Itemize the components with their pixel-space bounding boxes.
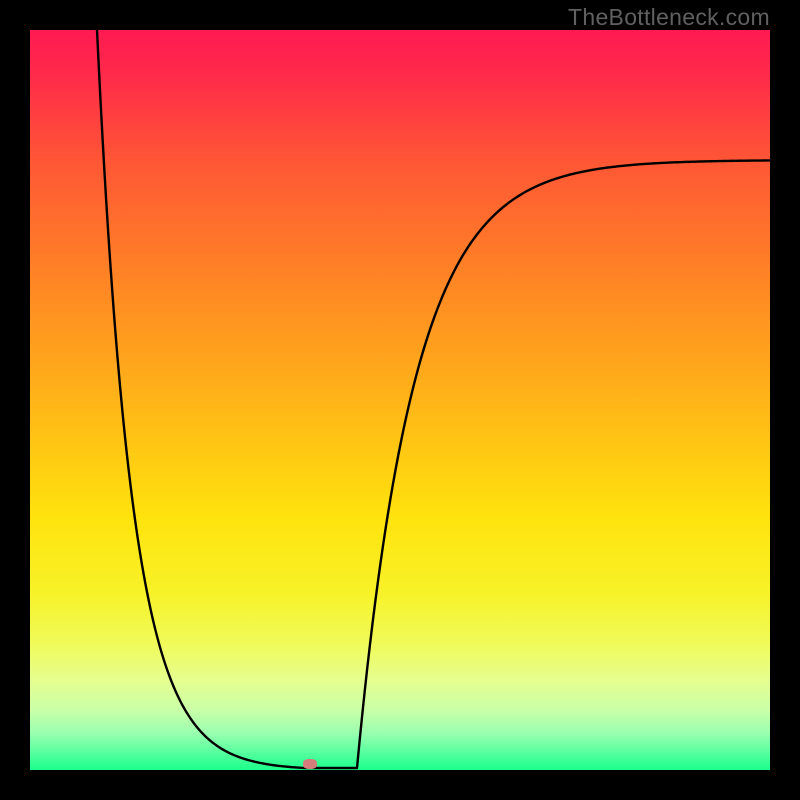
frame-left	[0, 0, 30, 800]
gradient-background	[30, 30, 770, 770]
watermark-text: TheBottleneck.com	[568, 4, 770, 31]
frame-bottom	[0, 770, 800, 800]
bottleneck-chart	[0, 0, 800, 800]
optimum-marker	[303, 759, 317, 769]
frame-right	[770, 0, 800, 800]
